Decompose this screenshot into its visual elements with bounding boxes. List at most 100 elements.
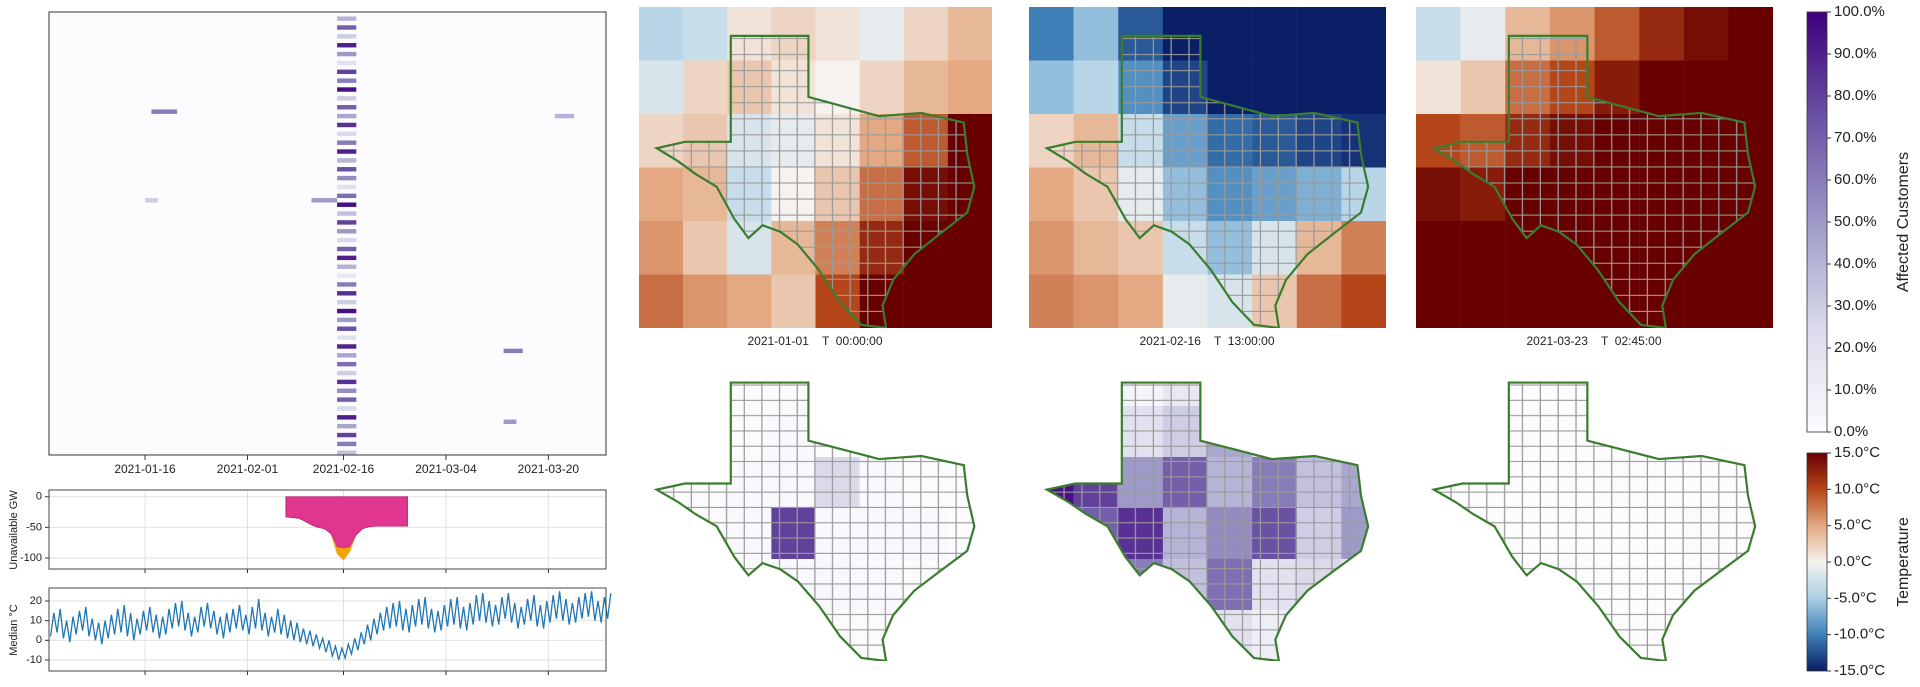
colorbar-tick-label: 10.0% (1834, 381, 1877, 398)
heatmap-cell (337, 246, 357, 252)
heatmap-cell (337, 379, 357, 385)
colorbar-tick-label: 70.0% (1834, 129, 1877, 146)
affected-cell (1046, 382, 1074, 407)
heatmap-cell (337, 388, 357, 393)
affected-cell (1073, 559, 1119, 611)
temperature-cell (947, 7, 992, 61)
affected-cell (683, 610, 728, 661)
affected-cell (1728, 559, 1756, 611)
colorbar-label: Affected Customers (1895, 152, 1912, 292)
heatmap-cell (337, 397, 357, 402)
x-tick-label: 2021-01-16 (114, 462, 176, 476)
heatmap-cell (151, 109, 178, 114)
temperature-cell (1207, 7, 1253, 61)
y-axis-label: Median °C (8, 604, 20, 656)
affected-cell (947, 382, 975, 407)
temperature-cell (1460, 274, 1506, 328)
temperature-cell (1029, 167, 1074, 222)
affected-cell (1118, 610, 1164, 661)
temperature-cell (727, 274, 772, 328)
temperature-cell (639, 274, 684, 328)
affected-cell (1433, 406, 1461, 458)
affected-cell (1433, 382, 1461, 407)
colorbar-tick-label: 20.0% (1834, 339, 1877, 356)
colorbar-tick-label: -10.0°C (1834, 626, 1885, 643)
heatmap-cell (337, 282, 357, 287)
affected-cell (859, 382, 904, 407)
affected-cell (1073, 406, 1119, 458)
heatmap-cell (337, 299, 357, 305)
map-caption: 2021-01-01 T 00:00:00 (748, 334, 883, 348)
affected-cell (1046, 406, 1074, 458)
temperature-map (1029, 7, 1386, 328)
affected-map (639, 355, 992, 661)
heatmap-cell (337, 450, 357, 455)
heatmap-cell (337, 131, 357, 137)
affected-cell (1639, 382, 1684, 407)
affected-cell (947, 559, 975, 611)
temperature-cell (1341, 60, 1386, 115)
temperature-cell (903, 274, 949, 328)
temperature-cell (1416, 220, 1461, 275)
temperature-cell (1416, 167, 1461, 222)
heatmap-cell (337, 326, 357, 331)
affected-cell (1296, 610, 1342, 661)
affected-cell (1683, 610, 1729, 661)
temperature-cell (1683, 7, 1729, 61)
heatmap-cell (337, 34, 357, 39)
affected-cell (1341, 406, 1369, 458)
line (49, 591, 612, 661)
temperature-cell (859, 60, 904, 115)
temperature-map (1416, 7, 1773, 328)
affected-cell (1433, 610, 1461, 661)
texas-counties (1434, 383, 1755, 661)
heatmap-cell (337, 184, 357, 190)
y-tick-label: -50 (26, 521, 42, 533)
heatmap-cell (337, 361, 357, 367)
heatmap-cell (337, 51, 357, 57)
heatmap-cell (337, 96, 357, 101)
temperature-cell (683, 7, 728, 61)
temperature-cell (903, 7, 949, 61)
colorbar-tick-label: 15.0°C (1834, 444, 1880, 461)
temperature-cell (1728, 220, 1773, 275)
temperature-cell (683, 274, 728, 328)
temperature-cell (683, 220, 728, 275)
affected-cell (656, 406, 684, 458)
heatmap-cell (337, 202, 357, 207)
temperature-cell (1252, 60, 1297, 115)
heatmap-cell (337, 432, 357, 438)
temperature-cell (1639, 60, 1684, 115)
affected-cell (1460, 382, 1506, 407)
temperature-cell (1118, 274, 1164, 328)
temperature-cell (1460, 60, 1506, 115)
affected-cell (656, 382, 684, 407)
temperature-cell (1728, 60, 1773, 115)
temperature-cell (1416, 60, 1461, 115)
temperature-cell (1416, 274, 1461, 328)
affected-cell (1252, 406, 1297, 458)
heatmap-cell (337, 406, 357, 411)
heatmap-cell (337, 122, 357, 128)
temperature-cell (1728, 274, 1773, 328)
affected-cell (1341, 610, 1369, 661)
heatmap-frame (48, 11, 607, 456)
temperature-cell (859, 7, 904, 61)
temperature-cell (903, 60, 949, 115)
temperature-cell (1073, 220, 1119, 275)
heatmap-cell (337, 423, 357, 429)
heatmap-cell (337, 353, 357, 358)
affected-cell (1460, 406, 1506, 458)
texas-counties (657, 383, 975, 661)
affected-cell (1073, 382, 1119, 407)
heatmap-cell (337, 25, 357, 30)
y-tick-label: -10 (26, 654, 42, 666)
plot-frame (48, 489, 607, 570)
affected-cell (1460, 559, 1506, 611)
heatmap-cell (337, 308, 357, 314)
temperature-cell (1505, 274, 1551, 328)
affected-cell (656, 508, 684, 560)
temperature-cell (1073, 60, 1119, 115)
heatmap-cell (337, 237, 357, 243)
temperature-cell (1549, 274, 1595, 328)
